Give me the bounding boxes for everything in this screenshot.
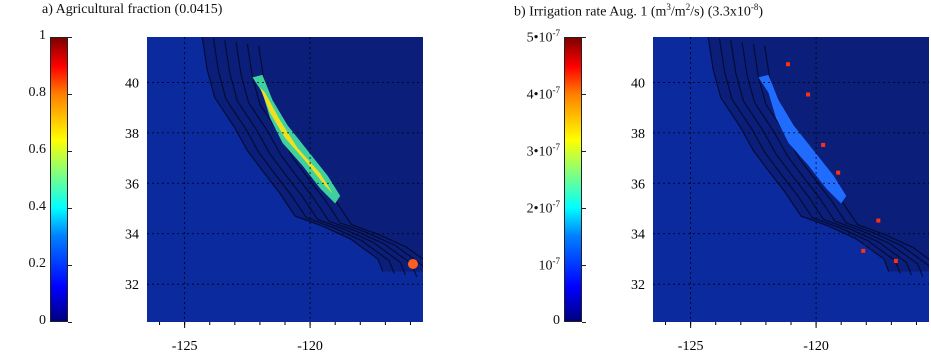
x-tick-label: -120 [803, 339, 829, 354]
colorbar-tick-label: 0.4 [28, 199, 47, 214]
y-tick-label: 34 [631, 228, 645, 243]
irrigation-hotspot [806, 92, 811, 97]
irrigation-hotspot [821, 142, 826, 147]
x-tick-label: -125 [678, 339, 704, 354]
contour-line [730, 40, 912, 276]
irrigation-hotspot [876, 218, 881, 223]
colorbar-a [50, 37, 68, 322]
x-tick-label: -125 [172, 339, 198, 354]
colorbar-tick-label: 10-7 [538, 256, 561, 274]
y-tick-label: 36 [125, 177, 139, 192]
colorbar-tick-label: 0 [39, 313, 46, 328]
panel-b: b) Irrigation rate Aug. 1 (m3/m2/s) (3.3… [466, 0, 931, 362]
colorbar-tick-mark [68, 37, 72, 38]
central-valley-region [758, 74, 847, 204]
y-tick-label: 38 [631, 127, 645, 142]
colorbar-tick-mark [582, 37, 586, 38]
irrigation-hotspot [785, 62, 790, 67]
contour-line [246, 43, 423, 268]
high-fraction-region [259, 87, 333, 194]
colorbar-tick-mark [582, 208, 586, 209]
colorbar-tick-mark [582, 265, 586, 266]
y-tick-label: 32 [125, 278, 139, 293]
y-tick-label: 40 [631, 76, 645, 91]
chart-title-a: a) Agricultural fraction (0.0415) [42, 2, 223, 17]
colorbar-tick-label: 5•10-7 [526, 28, 560, 46]
imperial-valley-hotspot [407, 258, 418, 269]
colorbar-b [564, 37, 582, 322]
colorbar-tick-mark [68, 94, 72, 95]
contour-line [718, 38, 901, 274]
colorbar-tick-label: 0.6 [28, 142, 47, 157]
panel-a: a) Agricultural fraction (0.0415) 0 0.2 0.… [0, 0, 465, 362]
colorbar-tick-label: 0.2 [28, 256, 47, 271]
irrigation-hotspot [861, 248, 866, 253]
contour-line [741, 42, 924, 277]
colorbar-tick-mark [582, 322, 586, 323]
y-tick-label: 40 [125, 76, 139, 91]
colorbar-tick-label: 4•10-7 [526, 85, 560, 103]
colorbar-tick-mark [68, 151, 72, 152]
colorbar-tick-mark [582, 151, 586, 152]
y-tick-label: 34 [125, 228, 139, 243]
axes-b: 32 34 36 38 40 -125 -120 [631, 76, 917, 354]
y-tick-label: 38 [125, 127, 139, 142]
contour-line [201, 37, 384, 272]
heatmap-b [653, 37, 929, 322]
colorbar-tick-label: 0 [553, 313, 560, 328]
contour-line [752, 43, 929, 268]
colorbar-tick-mark [68, 322, 72, 323]
colorbar-tick-label: 0.8 [28, 85, 47, 100]
heatmap-a [147, 37, 423, 322]
colorbar-tick-mark [68, 208, 72, 209]
contour-line [224, 40, 406, 276]
colorbar-tick-label: 1 [39, 28, 46, 43]
y-tick-label: 36 [631, 177, 645, 192]
contour-line [212, 38, 395, 274]
y-tick-label: 32 [631, 278, 645, 293]
irrigation-hotspot [836, 170, 841, 175]
irrigation-hotspot [893, 258, 898, 263]
colorbar-tick-label: 3•10-7 [526, 142, 560, 160]
contour-line [235, 42, 418, 277]
colorbar-tick-mark [68, 265, 72, 266]
chart-title-b: b) Irrigation rate Aug. 1 (m3/m2/s) (3.3… [514, 2, 764, 20]
colorbar-tick-label: 2•10-7 [526, 199, 560, 217]
colorbar-tick-mark [582, 94, 586, 95]
axes-a: 32 34 36 38 40 -125 -120 [125, 76, 411, 354]
x-tick-label: -120 [297, 339, 323, 354]
contour-line [707, 37, 890, 272]
